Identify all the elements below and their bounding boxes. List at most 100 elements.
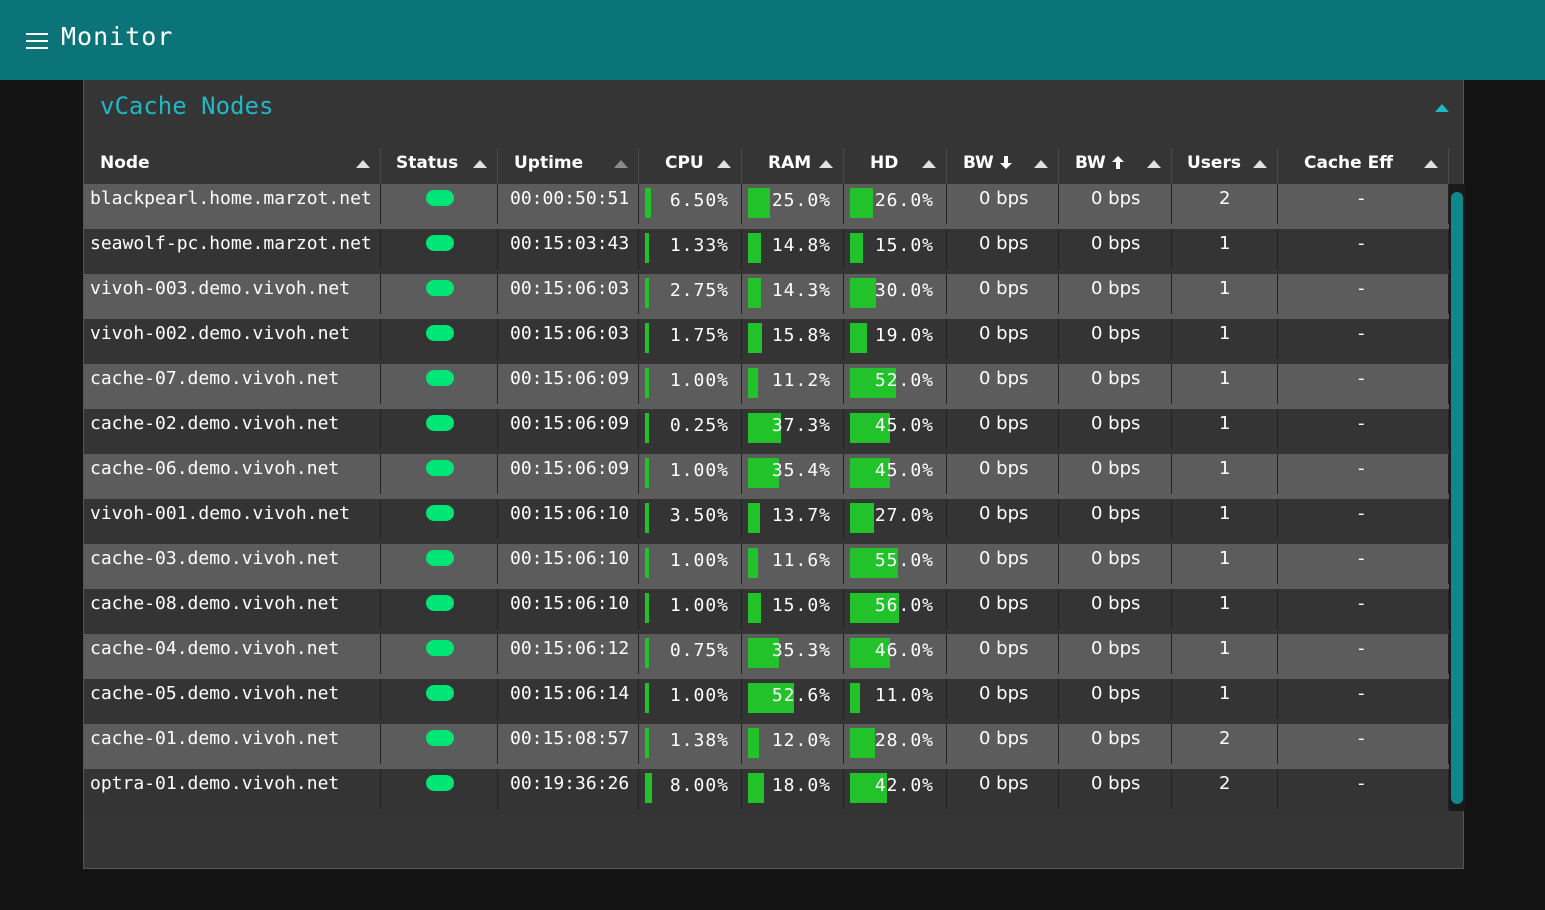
cell-users: 1 (1172, 229, 1278, 269)
bw-down-value: 0 bps (979, 458, 1029, 479)
table-row[interactable]: cache-02.demo.vivoh.net 00:15:06:09 0.25% 3… (84, 409, 1449, 454)
cell-uptime: 00:15:06:09 (498, 364, 639, 404)
hd-usage-bar (850, 728, 875, 758)
column-header-bw-up[interactable]: BW (1059, 148, 1172, 184)
cell-node: cache-05.demo.vivoh.net (84, 679, 381, 719)
cpu-value: 1.00% (669, 550, 729, 571)
cpu-usage-bar (645, 773, 653, 803)
sort-asc-icon[interactable] (356, 160, 370, 168)
column-header-hd[interactable]: HD (844, 148, 947, 184)
cell-status (381, 409, 498, 449)
status-online-indicator (426, 280, 454, 296)
status-online-indicator (426, 505, 454, 521)
cell-bw-up: 0 bps (1059, 499, 1172, 539)
ram-usage-bar (748, 503, 761, 533)
uptime-value: 00:15:06:14 (510, 683, 630, 704)
table-row[interactable]: cache-03.demo.vivoh.net 00:15:06:10 1.00% 1… (84, 544, 1449, 589)
users-value: 1 (1219, 278, 1231, 299)
column-header-cache-eff[interactable]: Cache Eff (1278, 148, 1449, 184)
scrollbar-thumb[interactable] (1451, 192, 1463, 804)
ram-usage-bar (748, 593, 762, 623)
cell-cache-eff: - (1278, 409, 1449, 449)
bw-up-value: 0 bps (1091, 413, 1141, 434)
table-row[interactable]: vivoh-001.demo.vivoh.net 00:15:06:10 3.50%… (84, 499, 1449, 544)
cpu-usage-bar (645, 638, 649, 668)
cell-hd: 42.0% (844, 769, 947, 809)
table-row[interactable]: cache-07.demo.vivoh.net 00:15:06:09 1.00% 1… (84, 364, 1449, 409)
cell-cpu: 1.00% (639, 454, 742, 494)
cache-eff-value: - (1358, 773, 1365, 794)
column-label: Users (1187, 153, 1241, 173)
hamburger-menu-icon[interactable] (26, 33, 48, 49)
sort-asc-icon[interactable] (614, 160, 628, 168)
cell-cpu: 0.75% (639, 634, 742, 674)
collapse-chevron-icon[interactable] (1435, 104, 1449, 112)
cell-node: cache-06.demo.vivoh.net (84, 454, 381, 494)
cell-hd: 11.0% (844, 679, 947, 719)
table-row[interactable]: blackpearl.home.marzot.net 00:00:50:51 6.5… (84, 184, 1449, 229)
table-row[interactable]: vivoh-003.demo.vivoh.net 00:15:06:03 2.75%… (84, 274, 1449, 319)
column-header-uptime[interactable]: Uptime (498, 148, 639, 184)
table-row[interactable]: seawolf-pc.home.marzot.net 00:15:03:43 1.3… (84, 229, 1449, 274)
cell-bw-down: 0 bps (947, 724, 1059, 764)
status-online-indicator (426, 685, 454, 701)
column-header-status[interactable]: Status (381, 148, 498, 184)
cell-hd: 28.0% (844, 724, 947, 764)
bw-down-value: 0 bps (979, 278, 1029, 299)
app-title: Monitor (61, 22, 174, 51)
cell-status (381, 679, 498, 719)
cell-bw-up: 0 bps (1059, 679, 1172, 719)
sort-asc-icon[interactable] (819, 160, 833, 168)
ram-usage-bar (748, 458, 780, 488)
cell-ram: 15.8% (742, 319, 844, 359)
table-row[interactable]: vivoh-002.demo.vivoh.net 00:15:06:03 1.75%… (84, 319, 1449, 364)
cell-bw-down: 0 bps (947, 454, 1059, 494)
cpu-value: 0.75% (669, 640, 729, 661)
sort-asc-icon[interactable] (1034, 160, 1048, 168)
sort-asc-icon[interactable] (1147, 160, 1161, 168)
vertical-scrollbar[interactable] (1449, 184, 1465, 811)
sort-asc-icon[interactable] (473, 160, 487, 168)
cell-bw-up: 0 bps (1059, 454, 1172, 494)
bw-down-value: 0 bps (979, 233, 1029, 254)
table-row[interactable]: optra-01.demo.vivoh.net 00:19:36:26 8.00% 1… (84, 769, 1449, 814)
arrow-down-icon (999, 156, 1012, 170)
cell-ram: 11.6% (742, 544, 844, 584)
hd-value: 52.0% (874, 370, 934, 391)
bw-down-value: 0 bps (979, 773, 1029, 794)
column-header-users[interactable]: Users (1172, 148, 1278, 184)
cell-node: blackpearl.home.marzot.net (84, 184, 381, 224)
table-row[interactable]: cache-08.demo.vivoh.net 00:15:06:10 1.00% 1… (84, 589, 1449, 634)
status-online-indicator (426, 415, 454, 431)
column-header-ram[interactable]: RAM (742, 148, 844, 184)
table-row[interactable]: cache-06.demo.vivoh.net 00:15:06:09 1.00% 3… (84, 454, 1449, 499)
table-row[interactable]: cache-05.demo.vivoh.net 00:15:06:14 1.00% 5… (84, 679, 1449, 724)
column-header-cpu[interactable]: CPU (639, 148, 742, 184)
sort-asc-icon[interactable] (922, 160, 936, 168)
cpu-usage-bar (645, 368, 649, 398)
cell-hd: 26.0% (844, 184, 947, 224)
column-header-node[interactable]: Node (84, 148, 381, 184)
cell-node: cache-01.demo.vivoh.net (84, 724, 381, 764)
column-header-bw-down[interactable]: BW (947, 148, 1059, 184)
bw-down-value: 0 bps (979, 593, 1029, 614)
cpu-value: 0.25% (669, 415, 729, 436)
ram-value: 15.0% (771, 595, 831, 616)
sort-asc-icon[interactable] (1424, 160, 1438, 168)
users-value: 1 (1219, 638, 1231, 659)
cell-ram: 13.7% (742, 499, 844, 539)
table-row[interactable]: cache-04.demo.vivoh.net 00:15:06:12 0.75% 3… (84, 634, 1449, 679)
hd-value: 11.0% (874, 685, 934, 706)
sort-asc-icon[interactable] (1253, 160, 1267, 168)
bw-up-value: 0 bps (1091, 188, 1141, 209)
sort-asc-icon[interactable] (717, 160, 731, 168)
hd-value: 45.0% (874, 415, 934, 436)
cell-uptime: 00:15:06:14 (498, 679, 639, 719)
ram-usage-bar (748, 188, 770, 218)
cell-bw-up: 0 bps (1059, 769, 1172, 809)
cell-uptime: 00:15:03:43 (498, 229, 639, 269)
column-label: CPU (665, 153, 704, 173)
cell-bw-up: 0 bps (1059, 544, 1172, 584)
table-row[interactable]: cache-01.demo.vivoh.net 00:15:08:57 1.38% 1… (84, 724, 1449, 769)
cell-node: vivoh-003.demo.vivoh.net (84, 274, 381, 314)
